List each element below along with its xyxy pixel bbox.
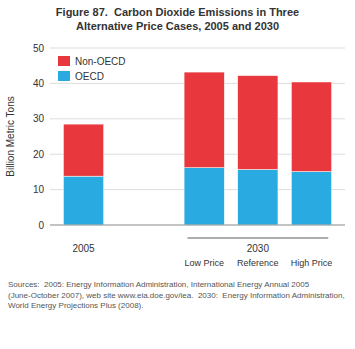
y-tick-label: 0	[38, 220, 44, 231]
title: Figure 87. Carbon Dioxide Emissions in T…	[56, 6, 299, 18]
subtitle: Alternative Price Cases, 2005 and 2030	[76, 20, 279, 32]
bar	[184, 72, 224, 168]
source-note: Sources: 2005: Energy Information Admini…	[8, 280, 345, 310]
source-line: (June-October 2007), web site www.eia.do…	[8, 291, 345, 300]
source-line: World Energy Projections Plus (2008).	[8, 301, 143, 310]
y-tick-label: 40	[33, 78, 45, 89]
bar	[291, 82, 331, 172]
bar	[238, 76, 278, 170]
legend-label: OECD	[75, 71, 104, 82]
group-bracket	[187, 238, 328, 239]
x-tick-label: Low Price	[184, 258, 224, 268]
group-label: 2030	[247, 243, 270, 254]
y-axis-label: Billion Metric Tons	[5, 96, 16, 176]
y-tick-label: 30	[33, 113, 45, 124]
x-tick-label: 2005	[72, 243, 95, 254]
grid-line	[50, 225, 345, 226]
bar	[184, 168, 224, 225]
grid	[50, 48, 345, 225]
bar	[291, 172, 331, 225]
bar	[63, 176, 103, 225]
source-line: Sources: 2005: Energy Information Admini…	[8, 280, 310, 289]
legend-swatch	[58, 71, 70, 81]
bar	[238, 169, 278, 225]
bars	[63, 72, 331, 225]
y-tick-label: 20	[33, 149, 45, 160]
legend: Non-OECD OECD	[58, 56, 126, 82]
x-tick-label: Reference	[237, 258, 279, 268]
chart: Figure 87. Carbon Dioxide Emissions in T…	[0, 0, 355, 349]
x-tick-label: High Price	[291, 258, 333, 268]
x-axis-line	[50, 225, 345, 226]
legend-label: Non-OECD	[75, 56, 126, 67]
legend-swatch	[58, 56, 70, 66]
y-tick-label: 10	[33, 184, 45, 195]
grid-line	[50, 48, 345, 49]
y-tick-label: 50	[33, 43, 45, 54]
bar	[63, 124, 103, 176]
